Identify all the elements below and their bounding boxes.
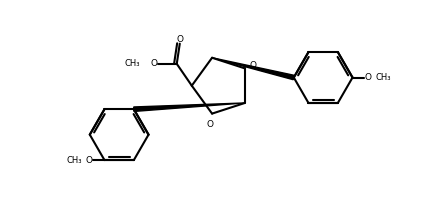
Text: CH₃: CH₃ bbox=[66, 156, 82, 165]
Text: O: O bbox=[207, 120, 213, 129]
Polygon shape bbox=[212, 58, 294, 80]
Text: O: O bbox=[177, 35, 184, 44]
Text: O: O bbox=[85, 156, 92, 165]
Text: O: O bbox=[250, 61, 257, 70]
Text: O: O bbox=[150, 59, 157, 68]
Text: O: O bbox=[365, 73, 372, 82]
Polygon shape bbox=[134, 103, 245, 111]
Text: CH₃: CH₃ bbox=[124, 59, 140, 68]
Text: CH₃: CH₃ bbox=[375, 73, 391, 82]
